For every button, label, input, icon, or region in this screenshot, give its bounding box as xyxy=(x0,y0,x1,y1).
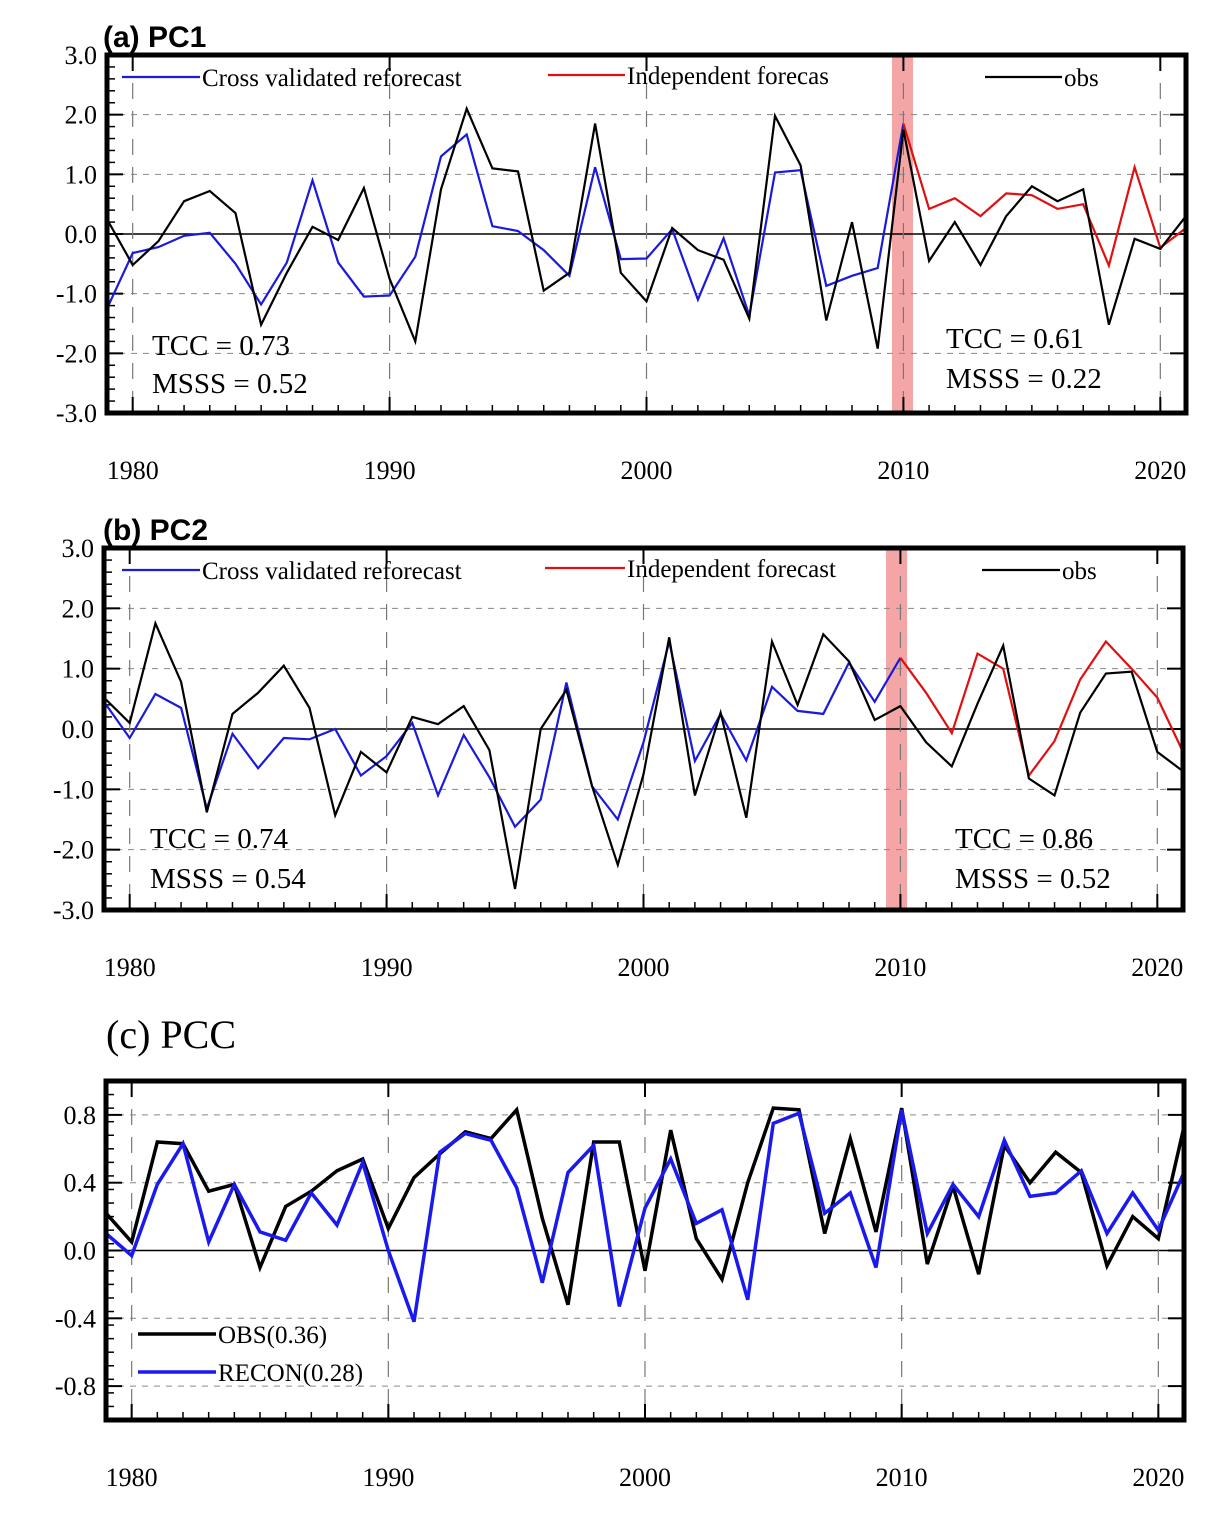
y-tick-label: -0.4 xyxy=(55,1304,96,1333)
y-tick-label: -3.0 xyxy=(56,399,97,428)
x-tick-label: 1990 xyxy=(361,953,413,982)
panel-pcc: 0.8 0.4 0.0 -0.4 -0.8 1980 1990 2000 2010 2020 (c)… xyxy=(55,1012,1187,1492)
x-tick-label: 1990 xyxy=(362,1463,414,1492)
panel-pc2: 3.0 2.0 1.0 0.0 -1.0 -2.0 -3.0 1980 1990 2000 2010… xyxy=(53,514,1186,982)
y-tick-label: 1.0 xyxy=(62,655,95,684)
legend-label: obs xyxy=(1062,558,1097,585)
legend-label: obs xyxy=(1064,65,1099,92)
plot-frame xyxy=(103,1078,1187,1423)
stats-left-annotation: MSSS = 0.52 xyxy=(152,368,308,400)
legend-label: Independent forecast xyxy=(627,556,836,583)
y-tick-label: -3.0 xyxy=(53,896,94,925)
y-tick-label: -2.0 xyxy=(53,836,94,865)
y-tick-label: 2.0 xyxy=(62,594,95,623)
x-tick-label: 1980 xyxy=(104,953,156,982)
y-tick-label: 0.4 xyxy=(64,1169,97,1198)
stats-right-annotation: MSSS = 0.52 xyxy=(955,863,1111,895)
y-tick-label: 0.8 xyxy=(64,1101,97,1130)
series-line-independent-forecast xyxy=(899,639,1184,779)
legend-label: Cross validated reforecast xyxy=(202,65,462,92)
x-tick-label: 2010 xyxy=(874,953,926,982)
series-line-obs xyxy=(103,620,1184,890)
plot-frame xyxy=(104,52,1189,416)
y-tick-label: -1.0 xyxy=(56,280,97,309)
x-tick-label: 1980 xyxy=(106,1463,158,1492)
stats-left-annotation: MSSS = 0.54 xyxy=(150,863,306,895)
stats-right-annotation: TCC = 0.61 xyxy=(946,323,1084,355)
series-line-independent-forecas xyxy=(902,123,1187,270)
panel-pc1: 3.0 2.0 1.0 0.0 -1.0 -2.0 -3.0 1980 1990 2000 2010… xyxy=(56,21,1189,485)
y-tick-label: 2.0 xyxy=(65,101,98,130)
series-line-obs xyxy=(106,105,1187,349)
legend-label: OBS(0.36) xyxy=(218,1322,327,1349)
x-tick-label: 2020 xyxy=(1132,1463,1184,1492)
series-line-cross-validated-reforecast xyxy=(106,123,905,317)
series-line-cross-validated-reforecast xyxy=(103,641,902,829)
legend-label: Independent forecas xyxy=(627,63,829,90)
legend-label: RECON(0.28) xyxy=(218,1360,363,1387)
stats-right-annotation: MSSS = 0.22 xyxy=(946,363,1102,395)
y-tick-label: 1.0 xyxy=(65,160,98,189)
legend-label: Cross validated reforecast xyxy=(202,558,462,585)
x-tick-label: 2020 xyxy=(1131,953,1183,982)
x-tick-label: 2020 xyxy=(1134,456,1186,485)
stats-left-annotation: TCC = 0.74 xyxy=(150,823,289,855)
y-tick-label: -1.0 xyxy=(53,775,94,804)
y-tick-label: 3.0 xyxy=(65,41,98,70)
x-tick-label: 2000 xyxy=(621,456,673,485)
x-tick-label: 2000 xyxy=(618,953,670,982)
y-tick-label: -2.0 xyxy=(56,339,97,368)
series-line-recon-0-28 xyxy=(104,1109,1186,1323)
stats-right-annotation: TCC = 0.86 xyxy=(955,823,1093,855)
stats-left-annotation: TCC = 0.73 xyxy=(152,330,290,362)
x-tick-label: 2000 xyxy=(619,1463,671,1492)
plot-frame xyxy=(101,545,1186,913)
panel-title: (a) PC1 xyxy=(103,21,206,54)
panel-title: (c) PCC xyxy=(106,1012,236,1057)
x-tick-label: 2010 xyxy=(877,456,929,485)
y-tick-label: 3.0 xyxy=(62,534,95,563)
x-tick-label: 1980 xyxy=(107,456,159,485)
y-tick-label: -0.8 xyxy=(55,1372,96,1401)
panel-title: (b) PC2 xyxy=(103,514,208,547)
y-tick-label: 0.0 xyxy=(65,220,98,249)
x-tick-label: 1990 xyxy=(364,456,416,485)
y-tick-label: 0.0 xyxy=(64,1237,97,1266)
x-tick-label: 2010 xyxy=(876,1463,928,1492)
y-tick-label: 0.0 xyxy=(62,715,95,744)
